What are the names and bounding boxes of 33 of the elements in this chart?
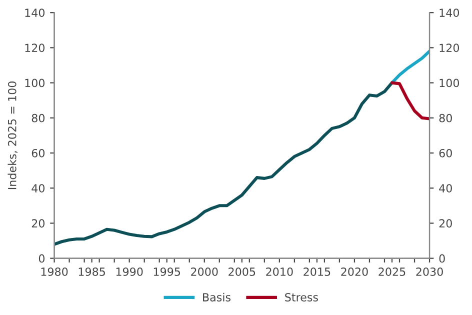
x-tick-label: 2010	[266, 268, 293, 276]
y2-tick-label: 0	[439, 254, 445, 263]
y-tick-label: 0	[38, 254, 45, 263]
x-tick-label: 1990	[116, 268, 143, 276]
line-series	[390, 50, 430, 84]
x-tick-label: 2025	[378, 268, 406, 276]
x-tick-label: 2015	[304, 268, 330, 276]
x-tick-label: 1995	[154, 268, 180, 276]
y2-tick-label: 20	[439, 219, 452, 228]
y2-tick-label: 140	[440, 8, 460, 17]
y2-tick-label: 100	[440, 78, 460, 88]
y-tick-label: 40	[32, 184, 45, 192]
legend-label: Basis	[203, 292, 230, 302]
y-tick-label: 20	[32, 219, 45, 228]
y-tick-label: 140	[25, 8, 45, 17]
y-tick-label: 80	[32, 114, 45, 122]
legend-label: Stress	[285, 293, 318, 302]
y2-tick-label: 40	[439, 184, 452, 192]
y2-tick-label: 60	[439, 148, 452, 158]
x-tick-label: 2030	[416, 268, 443, 276]
x-tick-label: 2005	[228, 268, 256, 276]
x-tick-label: 1985	[78, 268, 105, 276]
x-tick-label: 2000	[191, 268, 218, 276]
line-series	[54, 81, 394, 246]
x-tick-label: 1980	[41, 268, 68, 276]
x-tick-label: 2020	[341, 268, 368, 276]
y2-tick-label: 120	[440, 44, 460, 52]
y-tick-label: 100	[25, 78, 45, 88]
line-series	[390, 81, 430, 120]
y2-tick-label: 80	[439, 114, 452, 122]
y-tick-label: 120	[25, 44, 45, 52]
y-tick-label: 60	[32, 148, 45, 158]
y-axis-title: Indeks, 2025 = 100	[8, 82, 18, 190]
